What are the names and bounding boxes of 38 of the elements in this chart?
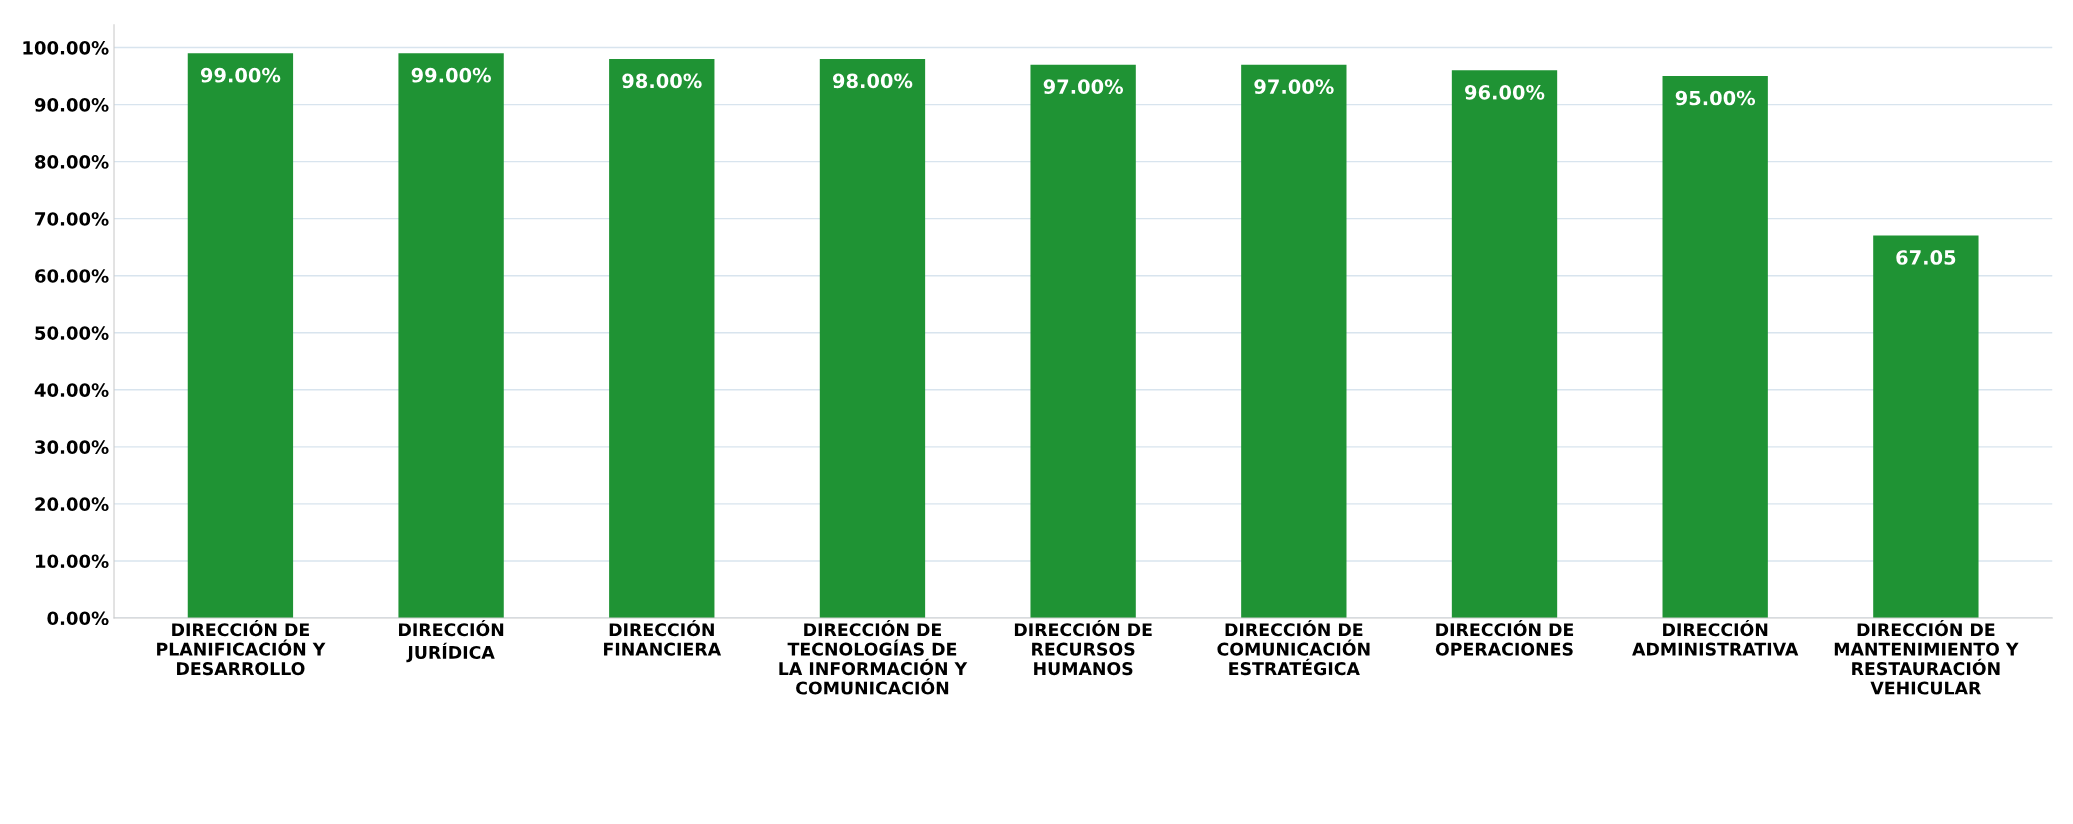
y-tick-label: 20.00% — [35, 497, 109, 512]
bar — [1451, 70, 1558, 618]
bar — [398, 53, 504, 618]
x-tick-label: DIRECCIÓN JURÍDICA — [399, 619, 504, 663]
data-label: 95.00% — [1675, 90, 1756, 106]
data-label: 97.00% — [1254, 79, 1334, 94]
x-tick-label: DIRECCIÓN FINANCIERA — [604, 619, 722, 656]
y-tick-label: 90.00% — [34, 98, 109, 112]
bar — [819, 58, 926, 618]
y-tick-label: 60.00% — [35, 269, 109, 283]
x-tick-label: DIRECCIÓN DE OPERACIONES — [1435, 619, 1574, 656]
bar — [1873, 235, 1979, 618]
y-tick-label: 100.00% — [23, 41, 109, 55]
data-label: 97.00% — [1043, 79, 1124, 94]
x-tick-label: DIRECCIÓN ADMINISTRATIVA — [1632, 619, 1799, 656]
y-tick-label: 40.00% — [34, 383, 109, 397]
y-tick-label: 50.00% — [35, 326, 109, 340]
bar — [609, 58, 715, 618]
x-tick-label: DIRECCIÓN DE PLANIFICACIÓN Y DESARROLLO — [157, 619, 326, 676]
data-label: 67.05 — [1896, 250, 1956, 265]
y-tick-label: 10.00% — [35, 554, 109, 569]
x-tick-label: DIRECCIÓN DE MANTENIMIENTO Y RESTAURACIÓN VEHICULAR — [1834, 619, 2019, 695]
data-label: 99.00% — [200, 67, 281, 83]
data-label: 98.00% — [622, 73, 702, 89]
data-label: 96.00% — [1465, 84, 1545, 100]
bar — [1241, 64, 1347, 618]
x-tick-label: DIRECCIÓN DE RECURSOS HUMANOS — [1014, 619, 1152, 676]
y-tick-label: 70.00% — [35, 212, 109, 226]
data-label: 99.00% — [411, 67, 491, 83]
y-tick-label: 0.00% — [47, 611, 109, 626]
x-tick-label: DIRECCIÓN DE COMUNICACIÓN ESTRATÉGICA — [1217, 619, 1370, 676]
bar — [1030, 64, 1136, 618]
y-tick-label: 30.00% — [35, 440, 109, 454]
data-label: 98.00% — [832, 73, 913, 89]
y-tick-label: 80.00% — [35, 155, 109, 169]
bar — [1662, 76, 1768, 618]
x-tick-label: DIRECCIÓN DE TECNOLOGÍAS DE LA INFORMACIÓN Y COMUNICACIÓN — [779, 619, 968, 695]
bar — [187, 53, 294, 618]
